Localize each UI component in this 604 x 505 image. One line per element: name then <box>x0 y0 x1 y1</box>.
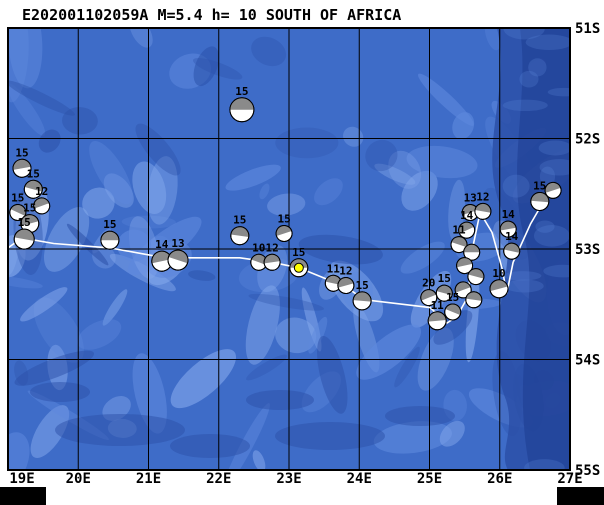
focal-mechanism-ball <box>12 158 32 178</box>
event-depth-label: 15 <box>103 218 116 231</box>
event-depth-label: 15 <box>11 192 24 205</box>
event-depth-label: 14 <box>155 238 169 251</box>
focal-mechanism-ball <box>33 197 51 215</box>
event-depth-label: 14 <box>505 230 519 243</box>
latitude-tick-label: 55S <box>575 463 600 479</box>
focal-mechanism-ball <box>275 225 293 242</box>
event-depth-label: 20 <box>422 277 435 290</box>
focal-mechanism-ball <box>151 250 173 272</box>
event-depth-label: 14 <box>502 208 516 221</box>
map-frame <box>7 27 571 471</box>
event-depth-label: 10 <box>252 241 265 254</box>
longitude-tick-label: 27E <box>557 471 582 487</box>
focal-mechanism-ball <box>465 291 483 309</box>
focal-mechanism-ball <box>337 277 355 294</box>
event-depth-label: 15 <box>235 85 248 98</box>
focal-mechanism-ball <box>250 253 268 271</box>
focal-mechanism-ball <box>435 284 453 302</box>
event-depth-label: 15 <box>15 146 28 159</box>
event-depth-label: 15 <box>233 214 246 227</box>
event-depth-label: 15 <box>27 167 40 180</box>
event-depth-label: 11 <box>452 224 466 237</box>
event-depth-label: 15 <box>277 213 290 226</box>
focal-mechanism-ball <box>444 303 462 321</box>
current-event-marker <box>293 262 304 273</box>
longitude-tick-label: 23E <box>276 471 301 487</box>
event-depth-label: 12 <box>339 265 352 278</box>
map-title: E202001102059A M=5.4 h= 10 SOUTH OF AFRI… <box>22 6 401 24</box>
event-depth-label: 15 <box>292 246 305 259</box>
focal-mechanism-ball <box>13 228 35 250</box>
longitude-tick-label: 26E <box>487 471 512 487</box>
latitude-tick-label: 51S <box>575 21 600 37</box>
focal-mechanism-ball <box>456 257 474 275</box>
focal-mechanism-layer <box>9 97 562 331</box>
event-depth-label: 13 <box>464 192 477 205</box>
focal-mechanism-ball <box>530 192 550 211</box>
focal-mechanism-ball <box>458 221 476 239</box>
latitude-tick-label: 53S <box>575 242 600 258</box>
event-depth-label: 15 <box>23 202 36 215</box>
focal-mechanism-ball <box>100 230 120 250</box>
graticule-grid <box>8 28 570 470</box>
focal-mechanism-ball <box>499 220 517 238</box>
event-depth-label: 15 <box>355 279 368 292</box>
focal-mechanism-ball <box>230 226 250 246</box>
longitude-tick-label: 20E <box>66 471 91 487</box>
latitude-tick-label: 52S <box>575 132 600 148</box>
bottom-left-corner-marker <box>0 487 46 505</box>
focal-mechanism-ball <box>167 249 189 271</box>
event-depth-label: 12 <box>265 241 278 254</box>
ridge-axis-line <box>7 185 559 324</box>
event-depth-label: 12 <box>35 185 48 198</box>
event-depth-label: 15 <box>533 180 546 193</box>
focal-mechanism-ball <box>352 291 372 311</box>
longitude-tick-label: 25E <box>417 471 442 487</box>
focal-mechanism-ball <box>20 214 40 234</box>
event-depth-label: 11 <box>327 262 341 275</box>
focal-mechanism-ball <box>23 179 43 199</box>
longitude-tick-label: 21E <box>136 471 161 487</box>
event-depth-label: 10 <box>492 267 505 280</box>
focal-mechanism-ball <box>229 97 255 123</box>
longitude-tick-label: 22E <box>206 471 231 487</box>
focal-mechanism-ball <box>544 181 562 199</box>
focal-mechanism-ball <box>474 202 492 220</box>
event-depth-label: 13 <box>171 237 184 250</box>
focal-mechanism-ball <box>489 279 509 299</box>
latitude-axis-labels: 51S 52S 53S 54S 55S <box>575 21 600 479</box>
event-depth-label: 15 <box>446 291 459 304</box>
longitude-axis-labels: 19E 20E 21E 22E 23E 24E 25E 26E 27E <box>9 471 582 487</box>
event-depth-label: 12 <box>476 190 489 203</box>
focal-mechanism-ball <box>324 274 342 292</box>
longitude-tick-label: 19E <box>9 471 34 487</box>
focal-mechanism-ball <box>427 311 447 331</box>
focal-mechanism-ball <box>463 243 481 261</box>
bottom-right-corner-marker <box>557 487 604 505</box>
event-depth-label: 15 <box>438 272 451 285</box>
event-depth-label: 11 <box>431 299 445 312</box>
focal-mechanism-ball <box>467 268 485 286</box>
event-depth-label: 15 <box>18 216 31 229</box>
focal-mechanism-ball <box>503 242 521 260</box>
longitude-tick-label: 24E <box>347 471 372 487</box>
latitude-tick-label: 54S <box>575 353 600 369</box>
focal-mechanism-ball <box>263 253 281 271</box>
event-depth-label: 14 <box>460 209 474 222</box>
